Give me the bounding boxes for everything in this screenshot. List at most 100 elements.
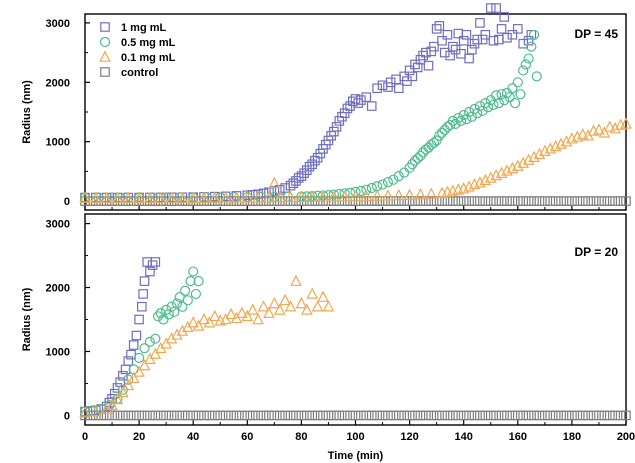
bottom-dp-annotation: DP = 20 — [575, 245, 619, 259]
top-data-point — [268, 176, 281, 189]
bottom-data-point — [193, 410, 204, 421]
bottom-data-point — [475, 410, 485, 421]
bottom-data-point — [588, 410, 599, 421]
bottom-data-point — [599, 410, 610, 421]
top-data-point — [252, 191, 264, 203]
bottom-data-point — [290, 274, 302, 286]
bottom-data-point — [122, 378, 135, 391]
top-data-point — [118, 196, 128, 206]
top-data-point — [442, 196, 453, 206]
bottom-data-point — [145, 266, 155, 277]
bottom-y-tick-label: 2000 — [46, 283, 70, 295]
top-data-point — [467, 44, 477, 55]
top-data-point — [604, 196, 615, 206]
bottom-data-point — [302, 410, 312, 421]
top-data-point — [436, 127, 448, 138]
legend-label: 1 mg mL — [121, 22, 167, 34]
top-data-point — [445, 50, 455, 61]
top-data-point — [523, 196, 534, 206]
top-data-point — [349, 189, 362, 202]
top-data-point — [488, 35, 499, 46]
bottom-data-point — [215, 410, 226, 421]
bottom-x-tick-label: 160 — [509, 431, 527, 443]
top-data-point — [482, 102, 494, 113]
top-data-point — [461, 114, 472, 125]
top-data-point — [96, 196, 107, 206]
top-data-point — [518, 65, 529, 76]
top-y-tick-label: 0 — [64, 196, 70, 208]
bottom-data-point — [577, 410, 588, 421]
top-data-point — [502, 196, 512, 206]
bottom-data-point — [529, 410, 539, 421]
top-data-point — [529, 196, 539, 206]
top-data-point — [431, 24, 442, 34]
top-data-point — [323, 190, 334, 201]
bottom-data-point — [169, 306, 180, 317]
bottom-data-point — [329, 410, 339, 421]
top-data-point — [533, 147, 546, 159]
bottom-data-point — [426, 410, 437, 421]
top-y-tick-label: 3000 — [46, 18, 70, 30]
top-data-point — [572, 196, 583, 206]
top-data-point — [450, 118, 461, 129]
legend-marker — [100, 67, 110, 77]
top-data-point — [412, 62, 423, 73]
top-data-point — [306, 190, 319, 202]
bottom-data-point — [149, 347, 162, 359]
top-data-point — [496, 196, 507, 206]
top-data-point — [523, 35, 534, 46]
top-data-point — [366, 101, 377, 111]
top-data-point — [317, 190, 329, 202]
bottom-data-point — [220, 410, 231, 421]
bottom-data-point — [158, 314, 169, 325]
top-data-point — [90, 191, 102, 203]
bottom-data-point — [192, 319, 205, 331]
bottom-y-tick-label: 0 — [64, 410, 70, 422]
bottom-data-point — [311, 300, 324, 312]
top-data-point — [540, 196, 550, 206]
top-data-point — [79, 191, 91, 203]
top-data-point — [355, 185, 367, 197]
bottom-series-0.1-mg-ml — [79, 274, 335, 418]
top-data-point — [100, 191, 113, 203]
bottom-data-point — [496, 410, 507, 421]
top-data-point — [480, 196, 491, 206]
top-data-point — [531, 71, 542, 82]
top-data-point — [448, 41, 458, 52]
top-data-point — [404, 65, 415, 76]
top-data-point — [593, 123, 605, 135]
top-data-point — [577, 196, 588, 206]
bottom-series-control — [80, 410, 631, 421]
top-data-point — [485, 196, 496, 206]
top-data-point — [472, 108, 483, 119]
top-data-point — [515, 89, 526, 100]
bottom-data-point — [152, 311, 164, 322]
bottom-panel: 0 1000 2000 3000 0 20 40 60 80 100 120 140 160 180 200… — [21, 213, 635, 462]
top-data-point — [382, 176, 394, 188]
bottom-data-point — [209, 309, 221, 322]
bottom-data-point — [383, 410, 393, 421]
bottom-data-point — [203, 316, 216, 328]
bottom-data-point — [134, 410, 144, 421]
bottom-data-point — [165, 332, 178, 344]
top-data-point — [338, 190, 351, 202]
top-data-point — [434, 130, 445, 141]
top-data-point — [198, 191, 210, 203]
bottom-data-point — [128, 340, 139, 350]
bottom-data-point — [166, 410, 177, 421]
top-data-point — [415, 150, 426, 162]
top-data-point — [447, 115, 458, 127]
bottom-data-point — [583, 410, 593, 421]
bottom-data-point — [312, 410, 323, 421]
bottom-data-point — [485, 410, 496, 421]
bottom-data-point — [117, 385, 129, 398]
top-data-point — [464, 53, 474, 64]
top-data-point — [437, 35, 447, 46]
bottom-data-point — [236, 306, 248, 318]
bottom-data-point — [193, 276, 204, 287]
bottom-data-point — [144, 336, 156, 347]
top-data-point — [507, 83, 518, 94]
bottom-data-point — [421, 410, 431, 421]
bottom-data-point — [179, 285, 191, 296]
